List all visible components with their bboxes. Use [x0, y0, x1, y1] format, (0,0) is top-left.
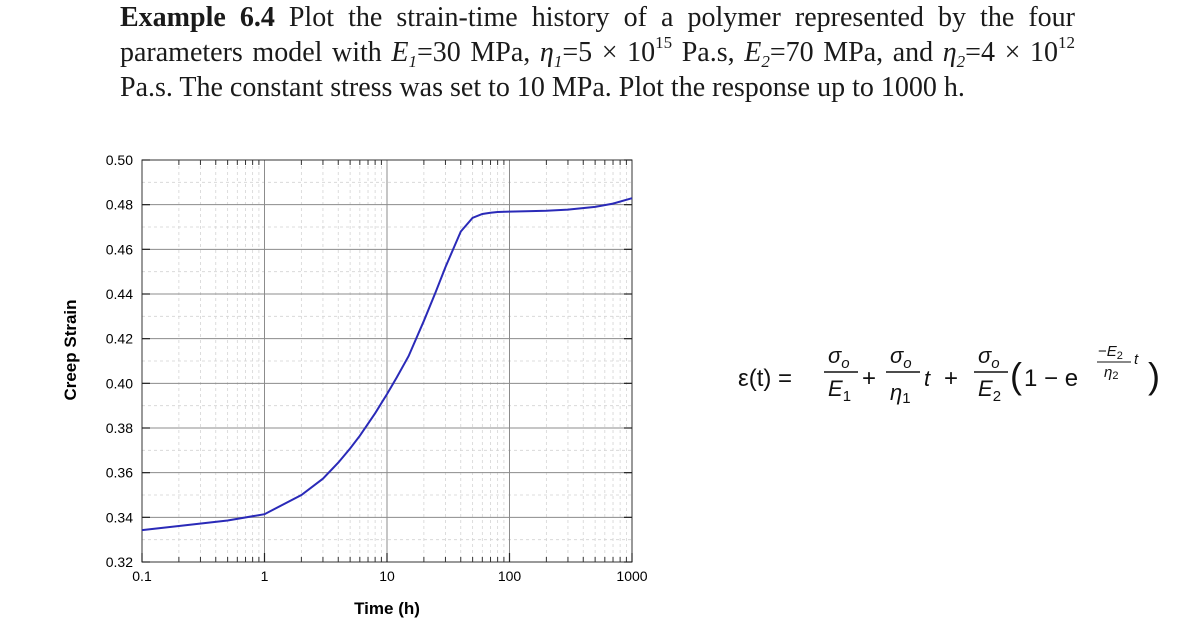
y-tick-label: 0.38 [106, 420, 133, 436]
symbol-E2: E2 [744, 37, 770, 71]
term3-denominator: E2 [978, 376, 1001, 405]
y-tick-label: 0.42 [106, 331, 133, 347]
open-paren: ( [1010, 355, 1022, 396]
y-tick-label: 0.32 [106, 554, 133, 570]
y-tick-label: 0.34 [106, 509, 133, 525]
E1-value: =30 MPa, [417, 37, 540, 68]
example-paragraph: Example 6.4 Plot the strain-time history … [120, 0, 1075, 105]
eta1-exponent: 15 [655, 33, 673, 52]
y-tick-label: 0.50 [106, 152, 133, 168]
term2-denominator: η1 [890, 380, 911, 407]
creep-strain-line [141, 197, 633, 532]
close-paren: ) [1148, 355, 1160, 396]
exponent-time: t [1134, 351, 1139, 368]
example-sentence-start: Plot the strain-time history of a polyme… [120, 2, 1075, 68]
x-tick-labels: 0.1 1 10 100 1000 [132, 568, 648, 584]
chart-grid [141, 159, 633, 563]
y-tick-label: 0.36 [106, 465, 133, 481]
eta1-value: =5 × 10 [562, 37, 656, 68]
term1-denominator: E1 [828, 376, 851, 405]
x-tick-label: 1000 [616, 568, 647, 584]
exponent-numerator: −E2 [1098, 343, 1123, 362]
equation-lhs: ε(t) = [738, 365, 792, 392]
y-tick-labels: 0.32 0.34 0.36 0.38 0.40 0.42 0.44 0.46 0.48 0.50 [106, 152, 133, 570]
term1-numerator: σo [828, 343, 850, 372]
eta1-unit: Pa.s, [672, 37, 745, 68]
one-minus-e: 1 − e [1024, 365, 1078, 392]
x-axis-label: Time (h) [354, 599, 420, 618]
term3-numerator: σo [978, 343, 1000, 372]
y-tick-label: 0.46 [106, 241, 133, 257]
y-axis-label: Creep Strain [61, 299, 80, 400]
y-tick-label: 0.48 [106, 197, 133, 213]
example-label: Example 6.4 [120, 2, 275, 33]
eta2-unit: Pa.s. The constant stress was set to 10 … [120, 72, 965, 103]
creep-equation: ε(t) = σo E1 + σo η1 t + σo E2 ( 1 − e −… [738, 343, 1160, 407]
term2-numerator: σo [890, 343, 912, 372]
symbol-E1: E1 [391, 37, 418, 71]
chart-ticks [141, 159, 633, 563]
E2-value: =70 MPa, and [769, 37, 943, 68]
x-tick-label: 10 [379, 568, 395, 584]
x-tick-label: 0.1 [132, 568, 152, 584]
eta2-value: =4 × 10 [965, 37, 1058, 68]
exponent-denominator: η2 [1104, 364, 1118, 382]
eta2-exponent: 12 [1057, 33, 1075, 52]
symbol-eta1: η1 [539, 37, 563, 71]
time-variable: t [924, 366, 931, 391]
x-tick-label: 100 [498, 568, 522, 584]
symbol-eta2: η2 [942, 37, 966, 71]
plus-2: + [944, 365, 958, 392]
y-tick-label: 0.40 [106, 375, 133, 391]
y-tick-label: 0.44 [106, 286, 133, 302]
plus-1: + [862, 365, 876, 392]
x-tick-label: 1 [261, 568, 269, 584]
